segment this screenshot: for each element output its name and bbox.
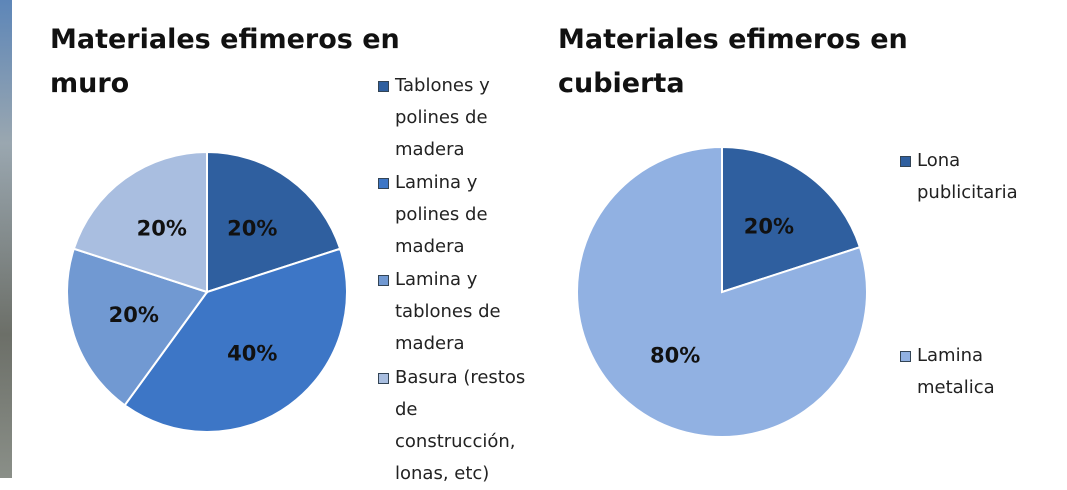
chart-title: Materiales efimeros en cubierta [558, 18, 918, 106]
page: 20% 40% 20% 20% 20% 80% Materiales efimeros e… [0, 0, 1067, 478]
legend-item: Lona publicitaria [900, 145, 1060, 209]
value-label: 20% [227, 217, 277, 241]
legend-label: Tablones y polines de madera [395, 70, 538, 166]
legend-swatch [900, 156, 911, 167]
legend-item: Lamina y tablones de madera [378, 264, 538, 360]
legend-item: Lamina metalica [900, 340, 1060, 404]
legend-swatch [378, 275, 389, 286]
legend-swatch [378, 178, 389, 189]
value-label: 20% [137, 217, 187, 241]
legend-swatch [378, 373, 389, 384]
value-label: 80% [650, 344, 700, 368]
value-label: 40% [227, 341, 277, 365]
legend-swatch [900, 351, 911, 362]
legend-label: Lamina metalica [917, 340, 1060, 404]
legend-item: Tablones y polines de madera [378, 70, 538, 166]
legend-label: Basura (restos de construcción, lonas, e… [395, 362, 538, 490]
legend-label: Lona publicitaria [917, 145, 1060, 209]
legend-swatch [378, 81, 389, 92]
value-label: 20% [109, 303, 159, 327]
legend-label: Lamina y tablones de madera [395, 264, 538, 360]
legend-item: Lamina y polines de madera [378, 167, 538, 263]
legend-item: Basura (restos de construcción, lonas, e… [378, 362, 538, 490]
legend-label: Lamina y polines de madera [395, 167, 538, 263]
chart-title: Materiales efimeros en muro [50, 18, 410, 106]
value-label: 20% [744, 214, 794, 238]
